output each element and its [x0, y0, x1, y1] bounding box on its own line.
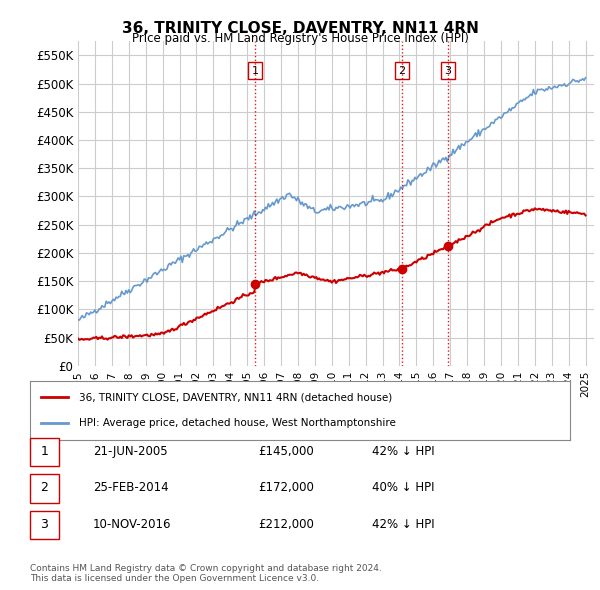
FancyBboxPatch shape: [30, 438, 59, 466]
Text: 25-FEB-2014: 25-FEB-2014: [93, 481, 169, 494]
Text: 3: 3: [445, 65, 451, 76]
Text: 36, TRINITY CLOSE, DAVENTRY, NN11 4RN: 36, TRINITY CLOSE, DAVENTRY, NN11 4RN: [122, 21, 478, 35]
Text: 3: 3: [40, 518, 49, 531]
Text: 42% ↓ HPI: 42% ↓ HPI: [372, 518, 434, 531]
Text: 10-NOV-2016: 10-NOV-2016: [93, 518, 172, 531]
FancyBboxPatch shape: [30, 511, 59, 539]
Text: £212,000: £212,000: [258, 518, 314, 531]
Text: 42% ↓ HPI: 42% ↓ HPI: [372, 445, 434, 458]
Text: 2: 2: [398, 65, 406, 76]
Text: Price paid vs. HM Land Registry's House Price Index (HPI): Price paid vs. HM Land Registry's House …: [131, 32, 469, 45]
Text: 36, TRINITY CLOSE, DAVENTRY, NN11 4RN (detached house): 36, TRINITY CLOSE, DAVENTRY, NN11 4RN (d…: [79, 392, 392, 402]
Text: 1: 1: [40, 445, 49, 458]
Text: 21-JUN-2005: 21-JUN-2005: [93, 445, 167, 458]
Text: £145,000: £145,000: [258, 445, 314, 458]
Text: HPI: Average price, detached house, West Northamptonshire: HPI: Average price, detached house, West…: [79, 418, 395, 428]
Text: Contains HM Land Registry data © Crown copyright and database right 2024.
This d: Contains HM Land Registry data © Crown c…: [30, 563, 382, 583]
Text: 2: 2: [40, 481, 49, 494]
Text: £172,000: £172,000: [258, 481, 314, 494]
Text: 40% ↓ HPI: 40% ↓ HPI: [372, 481, 434, 494]
FancyBboxPatch shape: [30, 474, 59, 503]
Text: 1: 1: [251, 65, 259, 76]
